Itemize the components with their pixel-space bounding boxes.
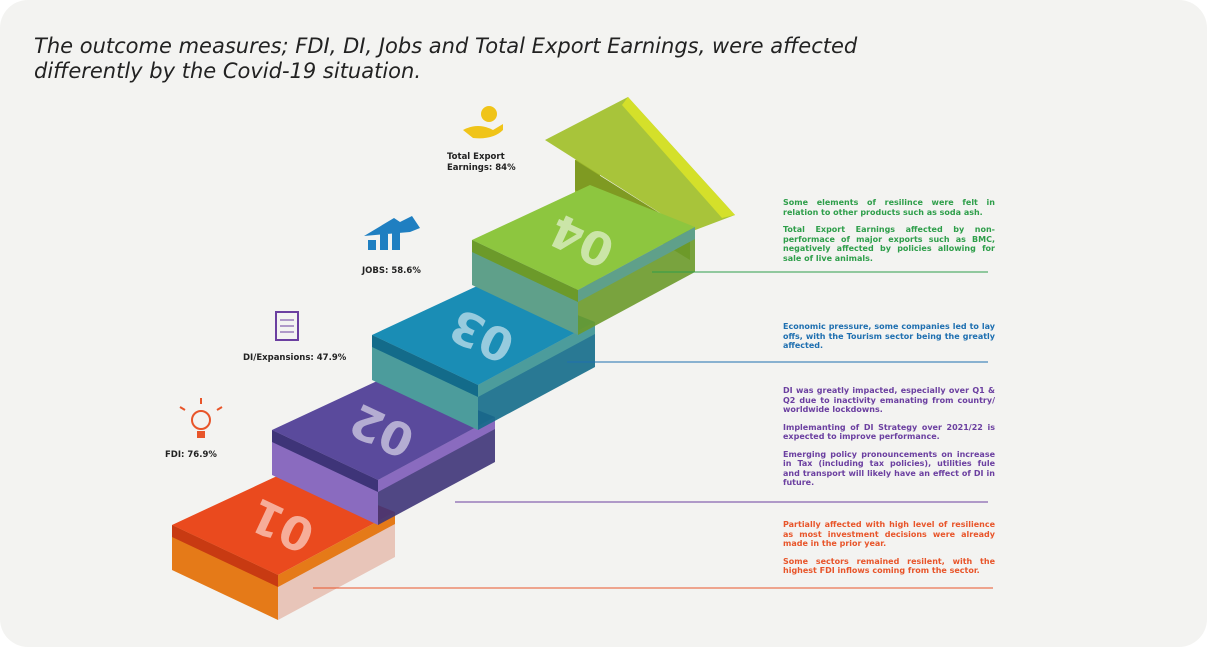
note: Implemanting of DI Strategy over 2021/22… (783, 423, 995, 442)
step-label: FDI: 76.9% (165, 450, 217, 461)
step-notes: Some elements of resilince were felt in … (783, 198, 995, 271)
icon-document (276, 312, 298, 340)
step-label: JOBS: 58.6% (362, 266, 421, 277)
card: The outcome measures; FDI, DI, Jobs and … (0, 0, 1207, 647)
icon-coin (463, 106, 503, 138)
step-label: Total Export Earnings: 84% (447, 152, 517, 174)
step-notes: DI was greatly impacted, especially over… (783, 386, 995, 496)
icon-chart (364, 216, 420, 250)
step-notes: Partially affected with high level of re… (783, 520, 995, 584)
staircase: 01020304 (0, 0, 1207, 647)
note: Total Export Earnings affected by non-pe… (783, 225, 995, 263)
note: Partially affected with high level of re… (783, 520, 995, 549)
note: Economic pressure, some companies led to… (783, 322, 995, 351)
note: Emerging policy pronouncements on increa… (783, 450, 995, 488)
note: Some sectors remained resilent, with the… (783, 557, 995, 576)
icon-bulb (180, 398, 222, 438)
step-label: DI/Expansions: 47.9% (243, 353, 346, 364)
note: Some elements of resilince were felt in … (783, 198, 995, 217)
note: DI was greatly impacted, especially over… (783, 386, 995, 415)
step-notes: Economic pressure, some companies led to… (783, 322, 995, 359)
